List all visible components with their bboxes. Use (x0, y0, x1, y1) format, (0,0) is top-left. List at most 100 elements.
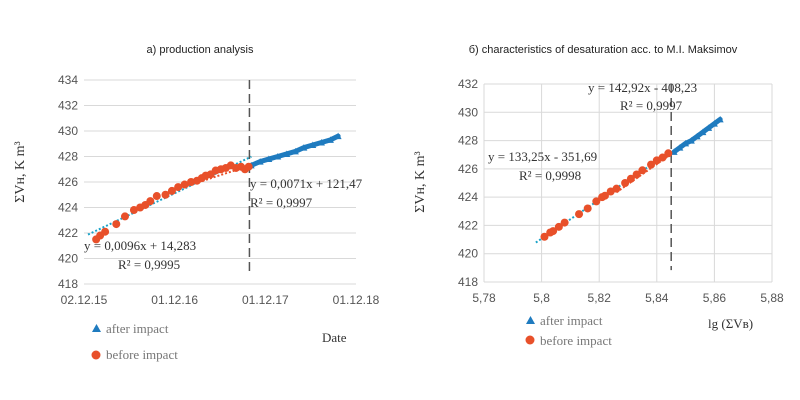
chart-b-y-axis-label: ΣVн, K m³ (413, 151, 428, 212)
chart-a-legend: after impact before impact (91, 321, 178, 362)
chart-a-after-equation: y = 0,0071x + 121,47 (250, 176, 363, 191)
chart-a-y-axis-label: ΣVн, K m³ (13, 141, 28, 202)
chart-b-gridlines (483, 83, 773, 283)
data-point-before-impact (174, 183, 183, 192)
data-point-before-impact (540, 232, 549, 241)
data-point-before-impact (647, 160, 656, 169)
legend-marker-before-impact (91, 350, 101, 360)
y-tick-label: 422 (58, 226, 78, 240)
data-point-after-impact (326, 136, 334, 143)
chart-a-before-r2: R² = 0,9995 (118, 257, 180, 272)
data-point-before-impact (632, 170, 641, 179)
data-point-after-impact (676, 144, 684, 151)
y-tick-label: 420 (58, 252, 78, 266)
data-point-before-impact (664, 149, 673, 158)
chart-b-x-axis-label: lg (ΣVв) (708, 316, 753, 331)
data-point-after-impact (309, 141, 317, 149)
y-tick-label: 426 (458, 162, 478, 176)
data-point-after-impact (317, 138, 325, 146)
chart-a-points (92, 132, 342, 244)
x-tick-label: 5,86 (703, 291, 727, 305)
chart-b-legend-after: after impact (540, 313, 603, 328)
data-point-after-impact (256, 158, 264, 165)
data-point-before-impact (592, 197, 601, 206)
y-tick-label: 434 (58, 73, 78, 87)
data-point-before-impact (600, 191, 609, 200)
chart-a-before-equation: y = 0,0096x + 14,283 (84, 238, 196, 253)
data-point-before-impact (560, 218, 569, 227)
x-tick-label: 02.12.15 (61, 293, 108, 307)
y-tick-label: 424 (58, 201, 78, 215)
data-point-after-impact (705, 124, 713, 131)
chart-b-y-ticks: 418 420 422 424 426 428 430 432 (458, 77, 478, 289)
y-tick-label: 432 (458, 77, 478, 91)
data-point-before-impact (575, 210, 584, 219)
data-point-before-impact (187, 178, 196, 186)
data-point-before-impact (152, 192, 161, 201)
data-point-after-impact (716, 115, 724, 123)
legend-marker-after-impact (92, 324, 101, 332)
y-tick-label: 430 (58, 124, 78, 138)
data-point-after-impact (283, 150, 291, 157)
data-point-before-impact (146, 197, 155, 206)
chart-b-before-equation: y = 133,25x - 351,69 (488, 149, 597, 164)
data-point-after-impact (682, 139, 690, 147)
chart-b-legend: after impact before impact (525, 313, 612, 348)
x-tick-label: 01.12.16 (151, 293, 198, 307)
data-point-after-impact (710, 120, 718, 127)
chart-b: б) characteristics of desaturation acc. … (413, 44, 784, 348)
data-point-before-impact (112, 220, 121, 229)
data-point-before-impact (101, 227, 110, 236)
chart-b-points (540, 115, 724, 241)
chart-a-gridlines (84, 79, 356, 285)
data-point-after-impact (687, 137, 695, 144)
legend-marker-before-impact (525, 335, 535, 345)
chart-b-title: б) characteristics of desaturation acc. … (469, 44, 738, 56)
chart-b-x-ticks: 5,78 5,8 5,82 5,84 5,86 5,88 (472, 291, 784, 305)
x-tick-label: 5,84 (645, 291, 669, 305)
y-tick-label: 420 (458, 247, 478, 261)
chart-b-legend-before: before impact (540, 333, 612, 348)
data-point-after-impact (670, 148, 678, 155)
chart-a-legend-before: before impact (106, 347, 178, 362)
chart-a-x-ticks: 02.12.15 01.12.16 01.12.17 01.12.18 (61, 293, 380, 307)
y-tick-label: 422 (458, 218, 478, 232)
x-tick-label: 5,82 (588, 291, 612, 305)
x-tick-label: 5,88 (760, 291, 784, 305)
y-tick-label: 424 (458, 190, 478, 204)
data-point-before-impact (626, 174, 635, 183)
y-tick-label: 426 (58, 175, 78, 189)
x-tick-label: 5,8 (533, 291, 550, 305)
chart-b-after-equation: y = 142,92x - 408,23 (588, 80, 697, 95)
data-point-before-impact (549, 227, 558, 236)
data-point-before-impact (180, 180, 189, 189)
data-point-before-impact (129, 206, 138, 215)
y-tick-label: 428 (458, 134, 478, 148)
data-point-before-impact (583, 204, 592, 213)
x-tick-label: 01.12.18 (333, 293, 380, 307)
data-point-before-impact (554, 222, 563, 231)
data-point-after-impact (334, 132, 342, 140)
data-point-after-impact (699, 128, 707, 136)
data-point-after-impact (291, 147, 299, 155)
chart-a: a) production analysis ΣVн, K m³ 418 420 4… (13, 44, 380, 362)
data-point-before-impact (244, 162, 253, 171)
y-tick-label: 432 (58, 99, 78, 113)
data-point-after-impact (300, 144, 308, 151)
legend-marker-after-impact (526, 316, 535, 324)
data-point-before-impact (658, 153, 667, 162)
y-tick-label: 418 (458, 275, 478, 289)
chart-b-after-r2: R² = 0,9997 (620, 98, 683, 113)
data-point-before-impact (621, 179, 630, 187)
chart-a-after-r2: R² = 0,9997 (250, 195, 313, 210)
data-point-after-impact (265, 155, 273, 163)
y-tick-label: 418 (58, 277, 78, 291)
data-point-before-impact (161, 190, 170, 199)
y-tick-label: 428 (58, 150, 78, 164)
chart-a-title: a) production analysis (146, 44, 254, 56)
x-tick-label: 01.12.17 (242, 293, 289, 307)
data-point-after-impact (274, 153, 282, 160)
x-tick-label: 5,78 (472, 291, 496, 305)
data-point-after-impact (693, 132, 701, 140)
